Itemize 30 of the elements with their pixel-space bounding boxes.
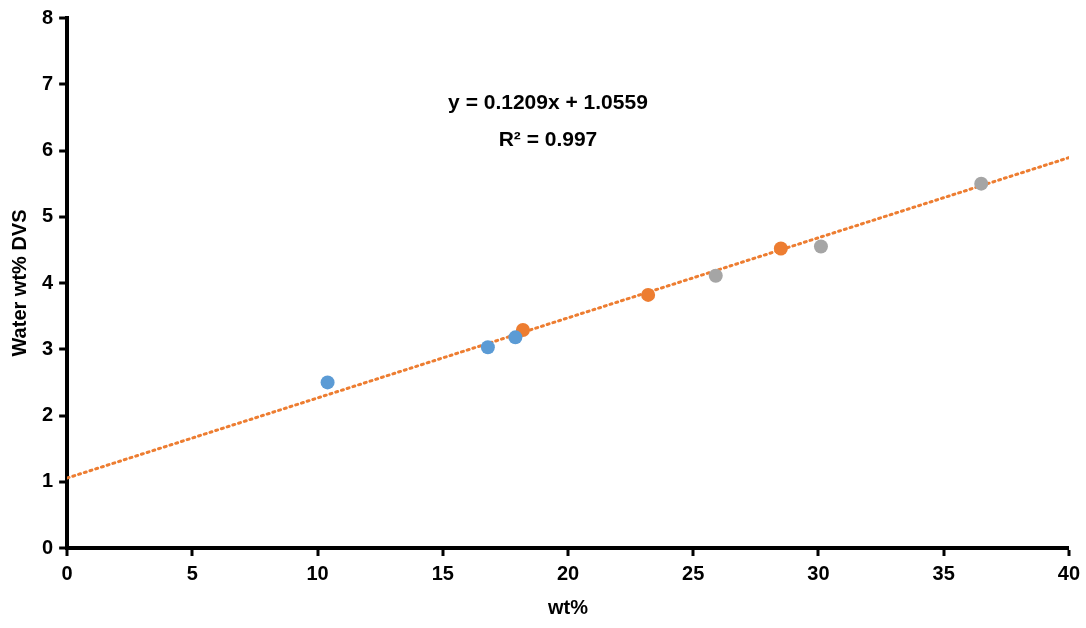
x-tick-label: 40 xyxy=(1057,561,1080,584)
y-tick-label: 3 xyxy=(42,336,54,359)
point xyxy=(320,375,335,390)
y-tick-label: 4 xyxy=(42,270,54,293)
y-tick-label: 0 xyxy=(42,535,54,558)
y-tick-label: 5 xyxy=(42,204,54,227)
x-tick-label: 10 xyxy=(306,561,329,584)
point xyxy=(708,268,723,283)
x-tick-label: 20 xyxy=(556,561,580,584)
y-tick-label: 1 xyxy=(42,469,54,492)
x-tick-label: 5 xyxy=(186,561,198,584)
x-axis-title: wt% xyxy=(547,595,589,618)
annotation: R² = 0.997 xyxy=(498,126,598,150)
x-tick-label: 35 xyxy=(932,561,955,584)
point xyxy=(508,330,523,345)
point xyxy=(641,287,656,302)
y-tick-label: 6 xyxy=(42,138,54,161)
y-axis-title: Water wt% DVS xyxy=(7,209,30,357)
x-tick-label: 0 xyxy=(61,561,73,584)
x-tick-label: 25 xyxy=(682,561,705,584)
point xyxy=(974,176,989,191)
x-tick-label: 30 xyxy=(807,561,830,584)
point xyxy=(773,241,788,256)
x-tick-label: 15 xyxy=(431,561,454,584)
y-tick-label: 8 xyxy=(42,5,54,28)
annotation: y = 0.1209x + 1.0559 xyxy=(448,89,648,113)
point xyxy=(813,239,828,254)
y-tick-label: 7 xyxy=(42,71,54,94)
point xyxy=(480,340,495,355)
y-tick-label: 2 xyxy=(42,403,54,426)
